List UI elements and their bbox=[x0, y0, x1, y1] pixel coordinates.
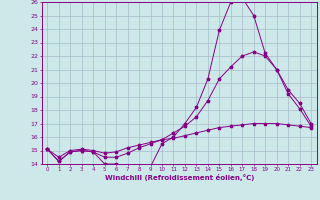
X-axis label: Windchill (Refroidissement éolien,°C): Windchill (Refroidissement éolien,°C) bbox=[105, 174, 254, 181]
